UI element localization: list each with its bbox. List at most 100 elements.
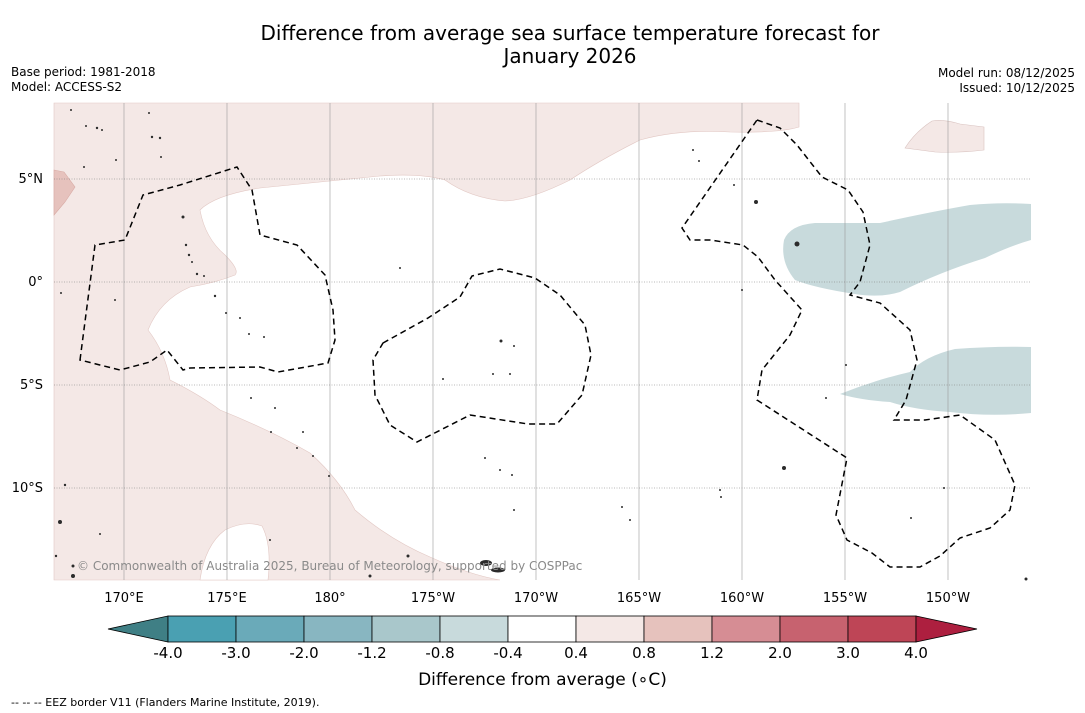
model-name: Model: ACCESS-S2 xyxy=(11,80,123,94)
island xyxy=(263,336,265,338)
colorbar: -4.0 -3.0 -2.0 -1.2 -0.8 -0.4 0.4 0.8 1.2 2.0 3.0 4… xyxy=(107,615,978,662)
lat-label-5S: 5°S xyxy=(20,378,43,393)
island xyxy=(368,574,372,578)
island xyxy=(54,554,58,558)
map-lat-gridlines xyxy=(54,178,1031,489)
island xyxy=(312,455,314,457)
island xyxy=(511,474,513,476)
model-run: Model run: 08/12/2025 xyxy=(937,66,1075,80)
colorbar-tick-label: -3.0 xyxy=(221,644,250,662)
map-title: Difference from average sea surface temp… xyxy=(0,22,1085,68)
island xyxy=(250,397,252,399)
island xyxy=(70,109,72,111)
lon-label-165W: 165°W xyxy=(617,591,661,606)
island xyxy=(274,407,276,409)
colorbar-tick-label: 1.2 xyxy=(700,644,724,662)
colorbar-tick-label: 2.0 xyxy=(768,644,792,662)
island xyxy=(83,166,85,168)
island xyxy=(754,200,758,204)
base-period: Base period: 1981-2018 xyxy=(11,65,156,79)
warm-anomaly-regions xyxy=(53,102,985,581)
colorbar-tick-label: -1.2 xyxy=(357,644,386,662)
eez-borders xyxy=(79,119,1016,568)
neutral-notch-southwest xyxy=(199,523,270,581)
lon-label-155W: 155°W xyxy=(823,591,867,606)
island xyxy=(71,564,75,568)
lon-label-175W: 175°W xyxy=(411,591,455,606)
colorbar-arrow-high xyxy=(915,615,978,643)
warm-anomaly-region-main xyxy=(53,102,800,581)
island xyxy=(58,520,62,524)
lat-label-5N: 5°N xyxy=(19,172,44,187)
lat-label-10S: 10°S xyxy=(12,481,43,496)
island xyxy=(943,487,945,489)
colorbar-label: Difference from average (∘C) xyxy=(418,670,667,690)
colorbar-tick-label: -4.0 xyxy=(153,644,182,662)
lon-label-175E: 175°E xyxy=(207,591,247,606)
island xyxy=(187,253,191,257)
colorbar-segment xyxy=(575,615,645,643)
island xyxy=(181,215,185,219)
island xyxy=(492,373,494,375)
colorbar-tick-label: -0.8 xyxy=(425,644,454,662)
island xyxy=(71,574,75,578)
colorbar-tick-label: -0.4 xyxy=(493,644,522,662)
island xyxy=(269,539,271,541)
lon-label-170E: 170°E xyxy=(104,591,144,606)
island xyxy=(513,509,515,511)
cool-anomaly-region-south xyxy=(840,346,1031,415)
colorbar-segment xyxy=(847,615,917,643)
island xyxy=(720,496,722,498)
lon-label-180: 180° xyxy=(314,591,345,606)
island xyxy=(99,533,101,535)
island xyxy=(101,129,103,131)
island xyxy=(160,156,162,158)
colorbar-tick-label: 0.8 xyxy=(632,644,656,662)
island xyxy=(203,275,205,277)
island xyxy=(509,373,511,375)
eez-border-west xyxy=(79,166,336,373)
island xyxy=(195,272,199,276)
island xyxy=(248,333,250,335)
island xyxy=(782,466,786,470)
longitude-labels: 170°E 175°E 180° 175°W 170°W 165°W 160°W… xyxy=(104,591,970,606)
island xyxy=(480,560,492,566)
colorbar-arrow-low xyxy=(107,615,169,643)
colorbar-segment xyxy=(235,615,305,643)
colorbar-tick-label: 4.0 xyxy=(904,644,928,662)
warm-anomaly-region-west xyxy=(53,169,76,216)
colorbar-segment xyxy=(303,615,373,643)
island xyxy=(794,241,800,247)
island xyxy=(270,431,272,433)
island xyxy=(296,447,298,449)
island xyxy=(148,112,150,114)
issued-date: Issued: 10/12/2025 xyxy=(959,81,1075,95)
colorbar-segment xyxy=(779,615,849,643)
island xyxy=(406,554,410,558)
island xyxy=(302,431,304,433)
island xyxy=(95,126,99,130)
warm-anomaly-region-northeast xyxy=(904,120,985,153)
islands xyxy=(54,109,1028,581)
map-title-line2: January 2026 xyxy=(503,44,637,68)
island xyxy=(115,159,117,161)
island xyxy=(328,475,330,477)
island xyxy=(513,345,515,347)
map-gridlines xyxy=(123,103,949,580)
island xyxy=(1024,577,1028,581)
island xyxy=(499,339,503,343)
colorbar-segment xyxy=(167,615,237,643)
colorbar-segment xyxy=(371,615,441,643)
island xyxy=(213,294,217,298)
island xyxy=(184,243,188,247)
island xyxy=(910,517,912,519)
colorbar-segment xyxy=(439,615,509,643)
colorbar-segment xyxy=(711,615,781,643)
island xyxy=(191,261,193,263)
island xyxy=(150,135,154,139)
run-info: Model run: 08/12/2025 Issued: 10/12/2025 xyxy=(938,66,1075,96)
island xyxy=(399,267,401,269)
island xyxy=(63,483,67,487)
island xyxy=(621,506,623,508)
